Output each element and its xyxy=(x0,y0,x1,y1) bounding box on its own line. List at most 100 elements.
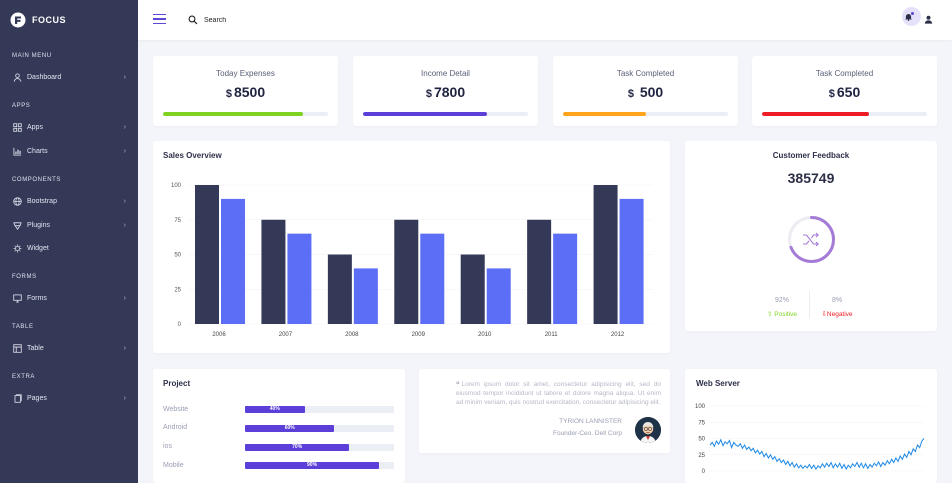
stat-progress-bar xyxy=(163,112,328,116)
project-progress-track: 70% xyxy=(245,444,394,451)
chevron-right-icon: › xyxy=(123,294,126,302)
table-icon xyxy=(13,343,22,353)
bar-2006-s1[interactable] xyxy=(221,198,245,324)
user-icon xyxy=(13,72,22,82)
search-icon[interactable] xyxy=(188,15,198,25)
arrow-down-icon: ⇩ xyxy=(821,311,827,318)
card-title: Customer Feedback xyxy=(772,151,850,160)
avatar xyxy=(635,417,661,443)
project-progress-fill: 40% xyxy=(245,406,305,413)
sidebar-item-pages[interactable]: Pages › xyxy=(0,390,138,406)
bar-2008-s0[interactable] xyxy=(327,254,352,325)
bar-2007-s1[interactable] xyxy=(287,233,312,324)
feedback-ring xyxy=(788,216,835,263)
stat-progress-bar xyxy=(762,112,927,116)
y-tick-label: 75 xyxy=(174,218,181,224)
bell-icon xyxy=(905,13,912,21)
notification-button[interactable] xyxy=(902,7,921,26)
bar-2009-s0[interactable] xyxy=(394,219,419,324)
y-tick-label: 25 xyxy=(174,287,181,293)
bar-2011-s1[interactable] xyxy=(553,233,578,324)
stat-card-task-completed: Task Completed $ 500 xyxy=(553,56,738,126)
stat-value: $ 500 xyxy=(627,84,664,100)
bar-2009-s1[interactable] xyxy=(420,233,445,324)
stat-progress-fill xyxy=(363,112,487,116)
sidebar-item-label: Table xyxy=(27,344,44,352)
testimonial-card: ❝ Lorem ipsum dolor sit amet, consectetur… xyxy=(419,369,670,453)
y-tick-label: 0 xyxy=(178,322,182,328)
bar-2007-s0[interactable] xyxy=(261,219,286,324)
project-progress-fill: 60% xyxy=(245,425,335,432)
x-tick-label: 2006 xyxy=(212,332,226,338)
sidebar: FOCUS MAIN MENU Dashboard › APPS Apps › … xyxy=(0,0,138,483)
stat-card-task-completed-2: Task Completed $650 xyxy=(752,56,937,126)
bar-2012-s1[interactable] xyxy=(619,198,644,324)
sidebar-item-label: Plugins xyxy=(27,221,50,229)
top-header xyxy=(138,0,952,40)
search-input[interactable] xyxy=(204,12,364,28)
chevron-right-icon: › xyxy=(123,394,126,402)
nav-section-main-menu: MAIN MENU xyxy=(12,53,52,59)
project-label: Android xyxy=(163,424,188,431)
nav-section-table: TABLE xyxy=(12,324,34,330)
y-tick-label: 0 xyxy=(702,469,706,475)
sales-overview-card: Sales Overview 0 25 50 75 100 2006 2007 2008 200… xyxy=(153,141,670,353)
stat-label: Task Completed xyxy=(616,69,675,78)
bar-2012-s0[interactable] xyxy=(593,185,618,324)
stat-progress-fill xyxy=(762,112,870,116)
forms-icon xyxy=(13,293,22,303)
nav-section-components: COMPONENTS xyxy=(12,177,62,183)
stat-progress-bar xyxy=(563,112,728,116)
web-server-card: Web Server 0 25 50 75 100 xyxy=(685,369,937,483)
sidebar-item-plugins[interactable]: Plugins › xyxy=(0,217,138,233)
y-tick-label: 100 xyxy=(695,404,706,410)
chart-icon xyxy=(13,147,22,156)
bar-2011-s0[interactable] xyxy=(527,219,552,324)
feedback-ring-arc xyxy=(788,216,835,263)
user-profile-icon[interactable] xyxy=(924,15,933,24)
negative-status: ⇩Negative xyxy=(821,311,853,318)
quote-icon: ❝ xyxy=(456,381,460,388)
project-progress-track: 90% xyxy=(245,462,394,469)
shuffle-icon xyxy=(803,232,820,247)
stat-progress-fill xyxy=(163,112,304,116)
project-progress-fill: 70% xyxy=(245,444,350,451)
project-progress-track: 40% xyxy=(245,406,394,413)
bar-2008-s1[interactable] xyxy=(353,268,378,324)
sidebar-item-bootstrap[interactable]: Bootstrap › xyxy=(0,193,138,209)
stat-progress-fill xyxy=(563,112,646,116)
x-tick-label: 2010 xyxy=(478,332,492,338)
testimonial-name: TYRION LANNISTER xyxy=(559,418,622,425)
chevron-right-icon: › xyxy=(123,147,126,155)
feedback-total: 385749 xyxy=(787,170,835,186)
nav-section-forms: FORMS xyxy=(12,274,37,280)
bar-2006-s0[interactable] xyxy=(195,185,219,324)
x-tick-label: 2012 xyxy=(611,332,625,338)
sidebar-item-apps[interactable]: Apps › xyxy=(0,119,138,135)
nav-section-apps: APPS xyxy=(12,103,31,109)
chevron-right-icon: › xyxy=(123,344,126,352)
stat-value: $650 xyxy=(828,84,861,100)
sidebar-item-charts[interactable]: Charts › xyxy=(0,143,138,159)
card-title: Project xyxy=(163,379,191,388)
sidebar-item-widget[interactable]: Widget xyxy=(0,240,138,256)
x-tick-label: 2008 xyxy=(345,332,359,338)
sidebar-item-label: Dashboard xyxy=(27,73,62,81)
bar-2010-s1[interactable] xyxy=(486,268,511,324)
bar-2010-s0[interactable] xyxy=(460,254,485,325)
sidebar-item-table[interactable]: Table › xyxy=(0,340,138,356)
stat-value: $7800 xyxy=(425,84,466,100)
brand[interactable]: FOCUS xyxy=(0,0,138,40)
sidebar-item-dashboard[interactable]: Dashboard › xyxy=(0,69,138,85)
y-tick-label: 25 xyxy=(698,453,705,459)
sales-bar-chart: 0 25 50 75 100 2006 2007 2008 2009 2010 2011 2012 xyxy=(171,183,653,338)
y-tick-label: 50 xyxy=(698,437,705,443)
hamburger-menu-icon[interactable] xyxy=(153,14,166,25)
brand-logo-icon xyxy=(10,12,26,28)
project-label: ios xyxy=(163,443,172,450)
customer-feedback-card: Customer Feedback 385749 92% ⇧ Positive … xyxy=(685,141,937,331)
positive-percent: 92% xyxy=(774,297,789,304)
stat-label: Today Expenses xyxy=(216,69,275,78)
project-label: Mobile xyxy=(163,462,184,469)
sidebar-item-forms[interactable]: Forms › xyxy=(0,290,138,306)
